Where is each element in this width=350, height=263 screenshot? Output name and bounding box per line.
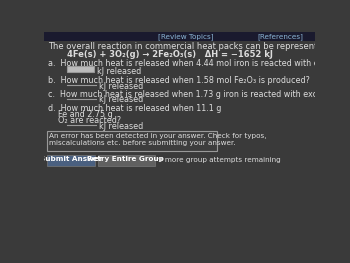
Text: b.  How much heat is released when 1.58 mol Fe₂O₃ is produced?: b. How much heat is released when 1.58 m…: [48, 76, 309, 85]
Text: kJ released: kJ released: [97, 67, 141, 76]
Text: The overall reaction in commercial heat packs can be represented as: The overall reaction in commercial heat …: [48, 42, 340, 51]
Text: [Review Topics]: [Review Topics]: [158, 33, 214, 40]
Text: O₂ are reacted?: O₂ are reacted?: [48, 116, 121, 125]
Bar: [98, 155, 155, 165]
Text: Retry Entire Group: Retry Entire Group: [88, 156, 164, 162]
Text: An error has been detected in your answer. Check for typos,
miscalculations etc.: An error has been detected in your answe…: [49, 133, 267, 146]
Text: [References]: [References]: [257, 33, 303, 40]
Bar: [67, 66, 94, 72]
Text: a.  How much heat is released when 4.44 mol iron is reacted with excess O₂?: a. How much heat is released when 4.44 m…: [48, 58, 350, 68]
Text: Fe and 2.75 g: Fe and 2.75 g: [48, 110, 112, 119]
Text: d.  How much heat is released when 11.1 g: d. How much heat is released when 11.1 g: [48, 104, 221, 113]
Text: c.  How much heat is released when 1.73 g iron is reacted with excess O₂?: c. How much heat is released when 1.73 g…: [48, 90, 346, 99]
Bar: [44, 32, 315, 41]
Text: Submit Answer: Submit Answer: [40, 156, 102, 162]
Text: 9 more group attempts remaining: 9 more group attempts remaining: [159, 157, 281, 163]
Text: kJ released: kJ released: [99, 122, 143, 131]
Text: 4Fe(s) + 3O₂(g) → 2Fe₂O₃(s)   ΔH = −1652 kJ: 4Fe(s) + 3O₂(g) → 2Fe₂O₃(s) ΔH = −1652 k…: [67, 50, 273, 59]
Bar: [47, 131, 217, 151]
Text: kJ released: kJ released: [99, 95, 143, 104]
Text: kJ released: kJ released: [99, 82, 143, 91]
Bar: [47, 155, 95, 165]
